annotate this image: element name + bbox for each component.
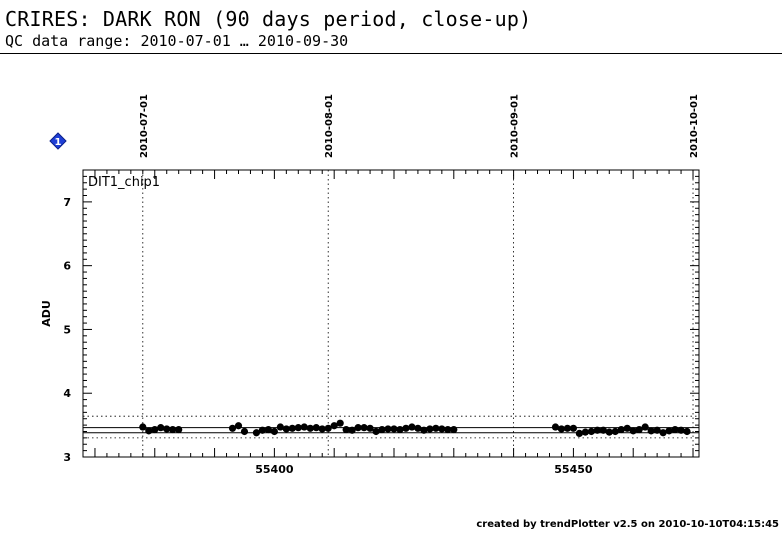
data-point — [450, 425, 458, 434]
data-point — [551, 423, 560, 431]
header-divider — [0, 53, 782, 54]
data-point — [557, 425, 566, 433]
data-point — [432, 424, 440, 432]
data-point — [157, 424, 165, 432]
data-point — [378, 425, 386, 434]
data-point — [635, 425, 643, 434]
data-point — [151, 425, 159, 434]
data-point — [139, 423, 147, 431]
data-point — [563, 424, 572, 432]
data-point — [258, 426, 267, 434]
data-point — [270, 427, 278, 436]
diamond-icon: 1 — [49, 132, 67, 150]
data-point — [665, 427, 673, 435]
data-point — [599, 426, 607, 434]
data-point — [163, 425, 171, 433]
data-point — [366, 424, 374, 432]
data-point — [659, 429, 667, 437]
data-point — [420, 426, 428, 434]
data-point — [581, 428, 589, 436]
data-point — [617, 425, 625, 434]
y-tick-label: 3 — [63, 451, 71, 464]
data-point — [234, 422, 243, 430]
data-range-subtitle: QC data range: 2010-07-01 … 2010-09-30 — [5, 32, 349, 50]
data-point — [671, 425, 679, 434]
footer-credit: created by trendPlotter v2.5 on 2010-10-… — [476, 519, 779, 530]
diamond-shape — [49, 132, 67, 150]
data-point — [611, 427, 619, 436]
data-point — [408, 423, 416, 431]
data-point — [360, 424, 368, 432]
data-point — [294, 424, 302, 432]
y-axis-label: ADU — [40, 300, 53, 327]
data-point — [438, 425, 446, 433]
data-point — [169, 425, 177, 434]
data-point — [605, 428, 613, 436]
date-marker-label: 2010-08-01 — [324, 94, 335, 158]
data-point — [414, 424, 422, 432]
data-point — [444, 425, 452, 434]
data-point — [629, 427, 637, 435]
data-point — [252, 429, 261, 437]
data-point — [569, 424, 578, 432]
data-point — [336, 419, 344, 427]
data-point — [426, 425, 434, 433]
data-point — [390, 425, 398, 433]
data-point — [641, 423, 649, 431]
x-tick-label: 55400 — [255, 463, 294, 476]
data-point — [228, 424, 237, 432]
chart-title: CRIRES: DARK RON (90 days period, close-… — [5, 7, 532, 31]
data-point — [145, 427, 153, 435]
data-point — [677, 426, 685, 434]
data-point — [276, 423, 284, 431]
data-point — [354, 424, 362, 432]
data-point — [282, 425, 290, 433]
data-point — [372, 427, 380, 436]
data-point — [396, 425, 404, 434]
y-tick-label: 6 — [63, 260, 71, 273]
y-tick-label: 7 — [63, 196, 71, 209]
plot-frame — [82, 169, 700, 458]
data-point — [324, 424, 332, 432]
data-point — [384, 425, 392, 433]
date-marker-label: 2010-10-01 — [689, 94, 700, 158]
data-point — [402, 424, 410, 432]
date-marker-label: 2010-07-01 — [139, 94, 150, 158]
data-point — [330, 422, 338, 430]
data-point — [312, 424, 320, 432]
data-point — [342, 425, 350, 434]
data-point — [240, 427, 249, 436]
data-point — [288, 424, 296, 432]
data-point — [587, 427, 595, 436]
x-tick-label: 55450 — [554, 463, 593, 476]
data-point — [348, 426, 356, 434]
data-point — [306, 424, 314, 432]
panel-label: DIT1_chip1 — [88, 175, 160, 190]
data-point — [575, 429, 583, 438]
data-point — [318, 425, 326, 433]
data-point — [653, 426, 661, 434]
data-point — [593, 426, 601, 434]
data-point — [300, 423, 308, 431]
y-tick-label: 5 — [63, 323, 71, 336]
y-tick-label: 4 — [63, 387, 71, 400]
date-marker-label: 2010-09-01 — [510, 94, 521, 158]
data-point — [264, 425, 272, 434]
diamond-label: 1 — [55, 137, 62, 148]
data-point — [647, 427, 655, 435]
data-point — [175, 425, 183, 434]
data-point — [683, 427, 691, 436]
data-point — [623, 424, 631, 432]
